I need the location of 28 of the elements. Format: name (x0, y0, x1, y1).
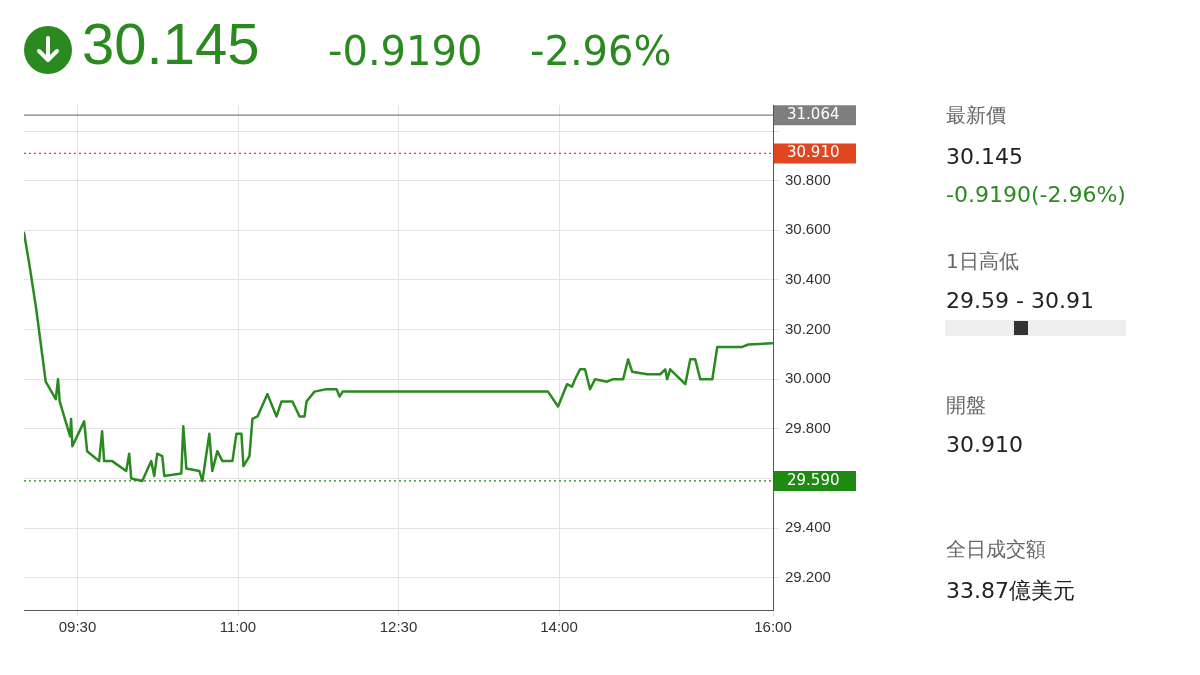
text: -0.9190(-2.96%) (946, 182, 1126, 207)
text: -0.9190 (328, 28, 483, 74)
y-tick-label: 30.000 (785, 369, 831, 387)
text: 33.87億美元 (946, 577, 1075, 605)
text: 1日高低 (946, 248, 1019, 275)
y-tick-label: 29.200 (785, 567, 831, 585)
x-tick-label: 09:30 (58, 618, 97, 636)
ref-line-label: 29.590 (787, 470, 840, 489)
text: 29.59 - 30.91 (946, 288, 1094, 313)
y-tick-label: 29.400 (785, 518, 831, 536)
x-tick-label: 16:00 (754, 618, 792, 636)
x-tick-label: 11:00 (219, 618, 257, 636)
y-tick-label: 29.800 (785, 418, 831, 436)
text: 30.145 (946, 144, 1023, 169)
x-tick-label: 14:00 (540, 618, 578, 636)
chart-title: 30.145 (82, 10, 260, 77)
text: 全日成交額 (946, 536, 1046, 563)
text: 最新價 (946, 102, 1006, 129)
ref-line-label: 31.064 (787, 105, 840, 124)
y-tick-label: 30.800 (785, 170, 831, 188)
y-tick-label: 30.600 (785, 220, 831, 238)
ref-line-label: 30.910 (787, 143, 840, 162)
y-tick-label: 30.200 (785, 319, 831, 337)
text: -2.96% (530, 28, 672, 74)
text: 開盤 (946, 392, 986, 419)
x-tick-label: 12:30 (379, 618, 418, 636)
y-tick-label: 30.400 (785, 270, 831, 288)
text: 30.910 (946, 432, 1023, 457)
